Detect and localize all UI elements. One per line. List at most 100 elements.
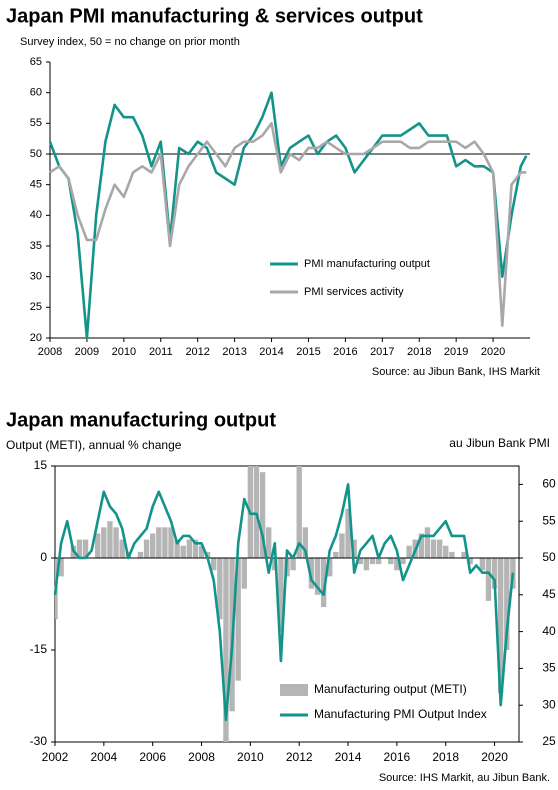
bar bbox=[265, 527, 272, 558]
bar bbox=[363, 558, 370, 571]
x-tick-label: 2020 bbox=[481, 346, 505, 358]
bar bbox=[400, 558, 406, 565]
x-tick-label: 2013 bbox=[222, 346, 246, 358]
y-tick-label: 0 bbox=[40, 550, 47, 564]
bar bbox=[339, 533, 345, 558]
bar bbox=[180, 545, 186, 558]
bar bbox=[430, 539, 437, 558]
x-tick-label: 2014 bbox=[335, 750, 362, 764]
bar bbox=[192, 539, 199, 558]
x-tick-label: 2006 bbox=[139, 750, 166, 764]
bar bbox=[149, 533, 156, 558]
bar bbox=[119, 539, 125, 558]
plot-frame bbox=[54, 465, 520, 743]
y-tick-label: 50 bbox=[30, 148, 42, 160]
x-tick-label: 2014 bbox=[259, 346, 283, 358]
x-tick-label: 2020 bbox=[481, 750, 508, 764]
bar bbox=[137, 551, 144, 558]
bar bbox=[168, 527, 174, 558]
x-tick-label: 2016 bbox=[384, 750, 411, 764]
source: Source: IHS Markit, au Jibun Bank. bbox=[379, 772, 550, 784]
bar bbox=[76, 539, 83, 558]
x-tick-label: 2012 bbox=[185, 346, 209, 358]
bar bbox=[436, 539, 443, 558]
y2-tick-label: 40 bbox=[542, 624, 556, 638]
bar bbox=[406, 545, 412, 558]
bar bbox=[461, 551, 467, 558]
bar bbox=[308, 558, 315, 589]
y-tick-label: 45 bbox=[30, 179, 42, 191]
bar bbox=[241, 558, 247, 589]
bar bbox=[479, 558, 486, 571]
bar bbox=[443, 545, 449, 558]
x-tick-label: 2011 bbox=[149, 346, 173, 358]
y2-tick-label: 50 bbox=[542, 550, 556, 564]
bar bbox=[107, 521, 113, 558]
y2-tick-label: 45 bbox=[542, 587, 556, 601]
source: Source: au Jibun Bank, IHS Markit bbox=[372, 366, 540, 378]
y-tick-label: 30 bbox=[30, 271, 42, 283]
bar bbox=[162, 527, 168, 558]
subtitle: Survey index, 50 = no change on prior mo… bbox=[20, 36, 240, 48]
y-tick-label: 40 bbox=[30, 209, 42, 221]
legend-label: Manufacturing output (METI) bbox=[314, 682, 467, 696]
bar bbox=[467, 558, 473, 565]
bar bbox=[223, 558, 229, 742]
y-tick-label: 25 bbox=[30, 301, 42, 313]
bar bbox=[314, 558, 321, 595]
y-tick-label: -15 bbox=[30, 642, 48, 656]
x-tick-label: 2016 bbox=[333, 346, 357, 358]
y2-tick-label: 55 bbox=[542, 513, 556, 527]
y-tick-label: 65 bbox=[30, 56, 42, 68]
x-tick-label: 2009 bbox=[75, 346, 99, 358]
x-tick-label: 2008 bbox=[188, 750, 215, 764]
y-tick-label: 35 bbox=[30, 240, 42, 252]
x-tick-label: 2015 bbox=[296, 346, 320, 358]
bar bbox=[449, 551, 455, 558]
bar bbox=[296, 466, 302, 558]
bar bbox=[143, 539, 150, 558]
chart-title: Japan manufacturing output bbox=[6, 409, 276, 431]
bar bbox=[113, 527, 119, 558]
bar bbox=[424, 527, 431, 558]
bar bbox=[101, 527, 107, 558]
bar bbox=[333, 551, 339, 558]
x-tick-label: 2002 bbox=[42, 750, 69, 764]
legend-label: Manufacturing PMI Output Index bbox=[314, 707, 487, 721]
bar bbox=[357, 558, 363, 565]
y-tick-label: -30 bbox=[30, 734, 48, 748]
bar bbox=[418, 533, 425, 558]
y-tick-label: 15 bbox=[34, 458, 48, 472]
bar bbox=[217, 558, 223, 620]
chart-title: Japan PMI manufacturing & services outpu… bbox=[6, 5, 423, 27]
y2-tick-label: 30 bbox=[542, 697, 556, 711]
bar bbox=[156, 527, 162, 558]
bar bbox=[95, 533, 101, 558]
y-tick-label: 60 bbox=[30, 87, 42, 99]
bar bbox=[82, 539, 89, 558]
x-tick-label: 2010 bbox=[112, 346, 136, 358]
legend-swatch bbox=[280, 684, 308, 696]
y2-tick-label: 35 bbox=[542, 661, 556, 675]
bar bbox=[375, 558, 382, 565]
subtitle: Output (METI), annual % change bbox=[6, 438, 182, 452]
bar bbox=[351, 539, 357, 558]
y2-title: au Jibun Bank PMI bbox=[449, 436, 550, 450]
x-tick-label: 2018 bbox=[407, 346, 431, 358]
bar bbox=[497, 558, 504, 693]
bar bbox=[504, 558, 510, 650]
bar bbox=[278, 558, 284, 632]
x-tick-label: 2012 bbox=[286, 750, 313, 764]
bar bbox=[491, 558, 498, 589]
bar bbox=[253, 466, 260, 558]
bar bbox=[394, 558, 400, 571]
bar bbox=[58, 558, 64, 577]
bar bbox=[174, 539, 180, 558]
bar bbox=[345, 508, 351, 558]
bar bbox=[485, 558, 492, 601]
bar bbox=[320, 558, 327, 608]
bar bbox=[369, 558, 376, 565]
line bbox=[53, 483, 515, 722]
y-tick-label: 20 bbox=[30, 332, 42, 344]
